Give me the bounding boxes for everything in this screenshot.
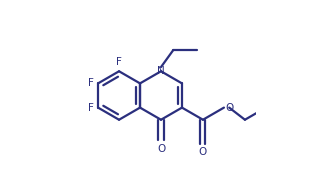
Text: O: O [225,103,233,113]
Text: O: O [199,147,207,157]
Text: F: F [88,103,93,113]
Text: N: N [157,66,165,76]
Text: F: F [116,57,122,67]
Text: O: O [157,144,165,154]
Text: F: F [88,78,93,88]
